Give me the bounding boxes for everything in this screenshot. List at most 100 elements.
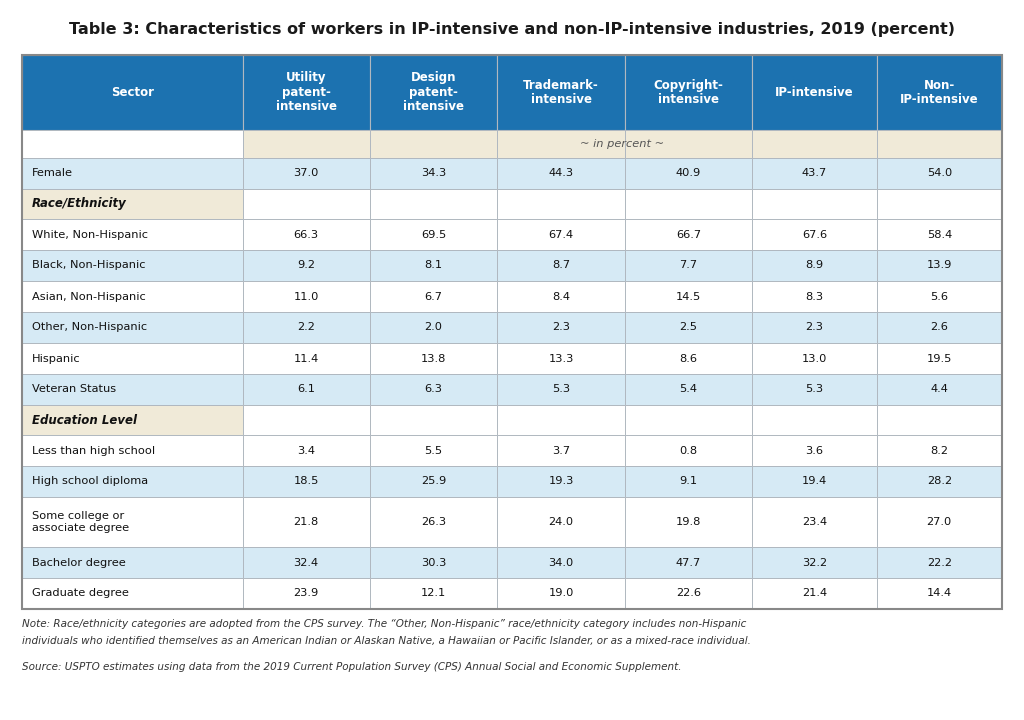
Bar (22, 281, 243, 312)
Bar (370, 189, 498, 219)
Text: White, Non-Hispanic: White, Non-Hispanic (32, 230, 148, 240)
Text: 19.5: 19.5 (927, 354, 952, 364)
Text: 6.1: 6.1 (297, 384, 315, 395)
Text: 11.0: 11.0 (294, 292, 318, 302)
Text: 0.8: 0.8 (679, 446, 697, 456)
Bar (752, 435, 877, 466)
Text: 25.9: 25.9 (421, 477, 446, 487)
Bar (877, 189, 1002, 219)
Bar (877, 281, 1002, 312)
Bar (625, 405, 752, 435)
Text: Source: USPTO estimates using data from the 2019 Current Population Survey (CPS): Source: USPTO estimates using data from … (22, 662, 682, 672)
Bar (243, 219, 370, 250)
Bar (625, 281, 752, 312)
Text: Black, Non-Hispanic: Black, Non-Hispanic (32, 261, 145, 271)
Bar (22, 343, 243, 374)
Bar (370, 219, 498, 250)
Bar (498, 250, 625, 281)
Text: Veteran Status: Veteran Status (32, 384, 116, 395)
Bar (370, 374, 498, 405)
Text: Other, Non-Hispanic: Other, Non-Hispanic (32, 323, 147, 333)
Text: Hispanic: Hispanic (32, 354, 81, 364)
Text: 5.3: 5.3 (552, 384, 570, 395)
Bar (877, 547, 1002, 578)
Text: 21.8: 21.8 (294, 517, 318, 527)
Bar (498, 374, 625, 405)
Bar (625, 343, 752, 374)
Text: 9.2: 9.2 (297, 261, 315, 271)
Bar (877, 158, 1002, 189)
Bar (22, 312, 243, 343)
Bar (243, 547, 370, 578)
Text: 2.2: 2.2 (297, 323, 315, 333)
Text: 67.6: 67.6 (802, 230, 827, 240)
Text: 13.8: 13.8 (421, 354, 446, 364)
Text: Sector: Sector (111, 86, 154, 99)
Text: 32.4: 32.4 (294, 557, 318, 567)
Text: individuals who identified themselves as an American Indian or Alaskan Native, a: individuals who identified themselves as… (22, 636, 751, 646)
Text: 13.9: 13.9 (927, 261, 952, 271)
Bar (752, 158, 877, 189)
Text: Non-
IP-intensive: Non- IP-intensive (900, 78, 979, 107)
Bar (498, 312, 625, 343)
Text: IP-intensive: IP-intensive (775, 86, 854, 99)
Text: 3.4: 3.4 (297, 446, 315, 456)
Bar (752, 374, 877, 405)
Text: 6.7: 6.7 (425, 292, 442, 302)
Bar (370, 281, 498, 312)
Bar (877, 250, 1002, 281)
Bar (877, 405, 1002, 435)
Bar (752, 250, 877, 281)
Text: 8.4: 8.4 (552, 292, 570, 302)
Bar (498, 466, 625, 497)
Bar (877, 130, 1002, 158)
Bar (877, 312, 1002, 343)
Bar (877, 374, 1002, 405)
Text: 26.3: 26.3 (421, 517, 446, 527)
Text: High school diploma: High school diploma (32, 477, 148, 487)
Text: 2.0: 2.0 (425, 323, 442, 333)
Text: 22.6: 22.6 (676, 588, 700, 598)
Bar (625, 250, 752, 281)
Text: 13.0: 13.0 (802, 354, 827, 364)
Text: 23.4: 23.4 (802, 517, 827, 527)
Bar (243, 405, 370, 435)
Text: Some college or
associate degree: Some college or associate degree (32, 511, 129, 533)
Text: 19.4: 19.4 (802, 477, 827, 487)
Bar (625, 497, 752, 547)
Text: 66.3: 66.3 (294, 230, 318, 240)
Bar (625, 466, 752, 497)
Bar (22, 55, 1002, 609)
Bar (498, 219, 625, 250)
Text: 5.3: 5.3 (805, 384, 823, 395)
Text: 67.4: 67.4 (549, 230, 573, 240)
Text: Trademark-
intensive: Trademark- intensive (523, 78, 599, 107)
Text: 2.3: 2.3 (552, 323, 570, 333)
Bar (625, 374, 752, 405)
Text: 2.3: 2.3 (805, 323, 823, 333)
Text: 24.0: 24.0 (549, 517, 573, 527)
Text: 32.2: 32.2 (802, 557, 827, 567)
Text: 21.4: 21.4 (802, 588, 827, 598)
Bar (877, 497, 1002, 547)
Bar (752, 130, 877, 158)
Text: 27.0: 27.0 (927, 517, 952, 527)
Bar (370, 405, 498, 435)
Bar (498, 158, 625, 189)
Bar (370, 547, 498, 578)
Text: 4.4: 4.4 (931, 384, 948, 395)
Text: 18.5: 18.5 (294, 477, 318, 487)
Bar (752, 405, 877, 435)
Bar (752, 343, 877, 374)
Bar (22, 374, 243, 405)
Text: 9.1: 9.1 (679, 477, 697, 487)
Bar (22, 130, 243, 158)
Bar (22, 250, 243, 281)
Bar (370, 497, 498, 547)
Bar (498, 343, 625, 374)
Text: 19.3: 19.3 (548, 477, 573, 487)
Bar (243, 281, 370, 312)
Bar (243, 578, 370, 609)
Bar (243, 374, 370, 405)
Bar (243, 497, 370, 547)
